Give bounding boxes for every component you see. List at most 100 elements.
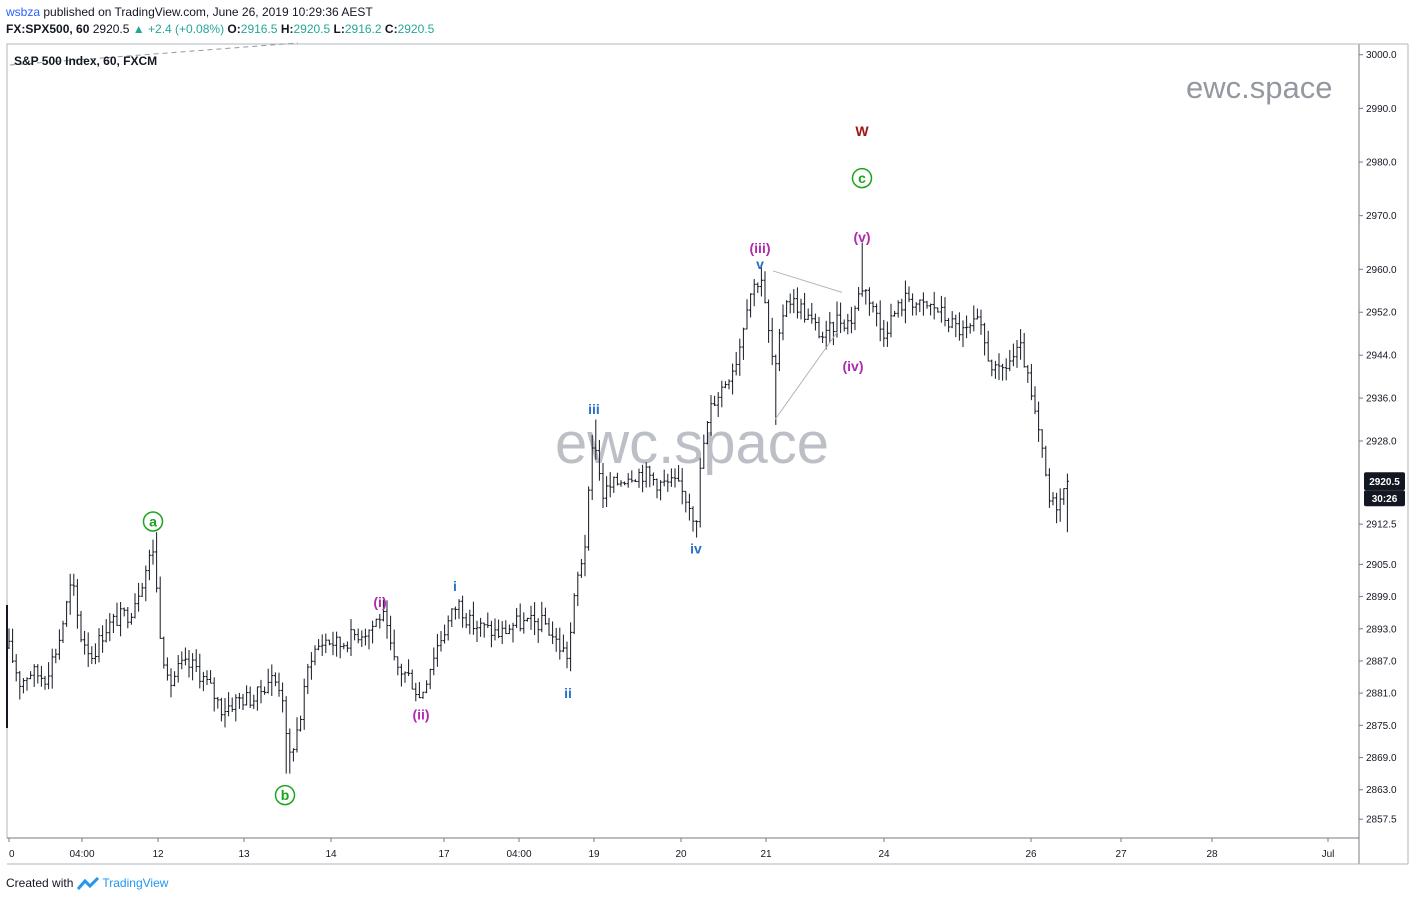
ohlc-bar <box>486 612 490 628</box>
ohlc-bar <box>687 493 691 521</box>
ohlc-bar <box>353 629 357 641</box>
ohlc-bar <box>540 601 544 633</box>
wave-label[interactable]: (i) <box>373 594 386 610</box>
ohlc-bar <box>259 679 263 704</box>
x-tick-label: 04:00 <box>69 849 94 860</box>
wave-circle-icon <box>274 784 296 806</box>
ohlc-bar <box>230 697 234 712</box>
symbol-label[interactable]: FX:SPX500, 60 <box>6 22 90 36</box>
low-label: L: <box>333 22 345 36</box>
ohlc-bar <box>835 301 839 338</box>
ohlc-bar <box>799 298 803 320</box>
ohlc-bar <box>140 582 144 598</box>
ohlc-bar <box>399 663 403 687</box>
open-label: O: <box>227 22 241 36</box>
wave-label[interactable]: (iv) <box>843 358 864 374</box>
y-tick-label: 2928.0 <box>1366 437 1397 448</box>
ohlc-bar <box>83 630 87 655</box>
ohlc-bar <box>626 473 630 488</box>
ohlc-bar <box>1051 492 1055 506</box>
wave-label[interactable]: i <box>453 578 457 594</box>
ohlc-bar <box>104 619 108 643</box>
ohlc-bar <box>97 628 101 663</box>
ohlc-bar <box>317 639 321 651</box>
ohlc-bar <box>857 287 861 311</box>
tradingview-brand-link[interactable]: TradingView <box>77 876 168 890</box>
wave-label[interactable]: a <box>142 511 164 532</box>
ohlc-bar <box>371 620 375 644</box>
ohlc-bar <box>144 565 148 602</box>
x-tick-label: 04:00 <box>506 849 531 860</box>
brand-label: TradingView <box>102 876 169 890</box>
ohlc-bar <box>965 315 969 339</box>
ohlc-bar <box>1019 329 1023 360</box>
wave-label[interactable]: (ii) <box>412 707 429 723</box>
ohlc-bar <box>691 506 695 532</box>
ohlc-bar <box>183 647 187 666</box>
ohlc-bar <box>205 670 209 685</box>
ohlc-bar <box>421 691 425 699</box>
time-axis[interactable]: 0 04:00 12 13 14 17 04:00 19 20 21 24 26 27 28 Jul <box>8 838 1334 860</box>
ohlc-bar <box>482 622 486 638</box>
ohlc-bar <box>255 686 259 711</box>
wave-label[interactable]: (iii) <box>750 240 771 256</box>
ohlc-bar <box>493 618 497 641</box>
y-tick-label: 2857.5 <box>1366 815 1397 826</box>
footer: Created with TradingView <box>6 876 168 890</box>
wave-label[interactable]: c <box>851 167 873 189</box>
ohlc-bar <box>151 539 155 565</box>
ohlc-bar <box>155 532 159 593</box>
ohlc-bar <box>187 650 191 678</box>
y-tick-label: 2905.0 <box>1366 560 1397 571</box>
ohlc-bar <box>176 655 180 683</box>
ohlc-bar <box>72 573 76 596</box>
ohlc-bar <box>331 631 335 656</box>
y-tick-label: 2899.0 <box>1366 592 1397 603</box>
wave-label[interactable]: ii <box>564 685 572 701</box>
ohlc-bar <box>968 323 972 334</box>
watermark-small: ewc.space <box>1186 70 1332 105</box>
ohlc-bar <box>389 615 393 651</box>
chart-header: wsbza published on TradingView.com, June… <box>6 4 434 38</box>
ohlc-bar <box>7 628 11 649</box>
ohlc-bar <box>90 646 94 664</box>
ohlc-bar <box>345 641 349 653</box>
ohlc-bar <box>327 639 331 646</box>
ohlc-bar <box>1058 488 1062 522</box>
triangle-line <box>774 330 839 420</box>
wave-label[interactable]: iv <box>690 540 702 556</box>
ohlc-bar <box>511 622 515 643</box>
author-link[interactable]: wsbza <box>6 5 41 19</box>
ohlc-bar <box>975 308 979 320</box>
wave-label[interactable]: W <box>855 123 869 139</box>
ohlc-bar <box>497 619 501 639</box>
ohlc-bar <box>579 558 583 578</box>
ohlc-bar <box>673 468 677 488</box>
ohlc-bar <box>173 671 177 687</box>
y-tick-label: 3000.0 <box>1366 50 1397 61</box>
publish-line: wsbza published on TradingView.com, June… <box>6 4 434 21</box>
trend-line-top <box>9 42 299 66</box>
x-tick-label: 19 <box>588 849 600 860</box>
ohlc-bar <box>324 633 328 654</box>
change-up-icon: ▲ <box>132 22 145 36</box>
y-tick-label: 2952.0 <box>1366 308 1397 319</box>
y-tick-label: 2875.0 <box>1366 721 1397 732</box>
x-tick-label: 21 <box>760 849 772 860</box>
ohlc-bar <box>943 297 947 327</box>
ohlc-bar <box>349 618 353 657</box>
wave-label[interactable]: (v) <box>853 229 870 245</box>
ohlc-bar <box>417 682 421 699</box>
price-axis[interactable]: 3000.0 2990.0 2980.0 2970.0 2960.0 2952.0 2944… <box>1359 50 1397 826</box>
wave-label[interactable]: iii <box>588 401 600 417</box>
ohlc-bar <box>810 303 814 324</box>
ohlc-bar <box>831 321 835 346</box>
ohlc-bar <box>25 677 29 691</box>
wave-label[interactable]: b <box>274 784 296 806</box>
ohlc-bar <box>1062 488 1066 505</box>
ohlc-bar <box>234 694 238 722</box>
ohlc-bar <box>432 647 436 676</box>
wave-label[interactable]: v <box>756 256 764 272</box>
y-tick-label: 2881.0 <box>1366 689 1397 700</box>
